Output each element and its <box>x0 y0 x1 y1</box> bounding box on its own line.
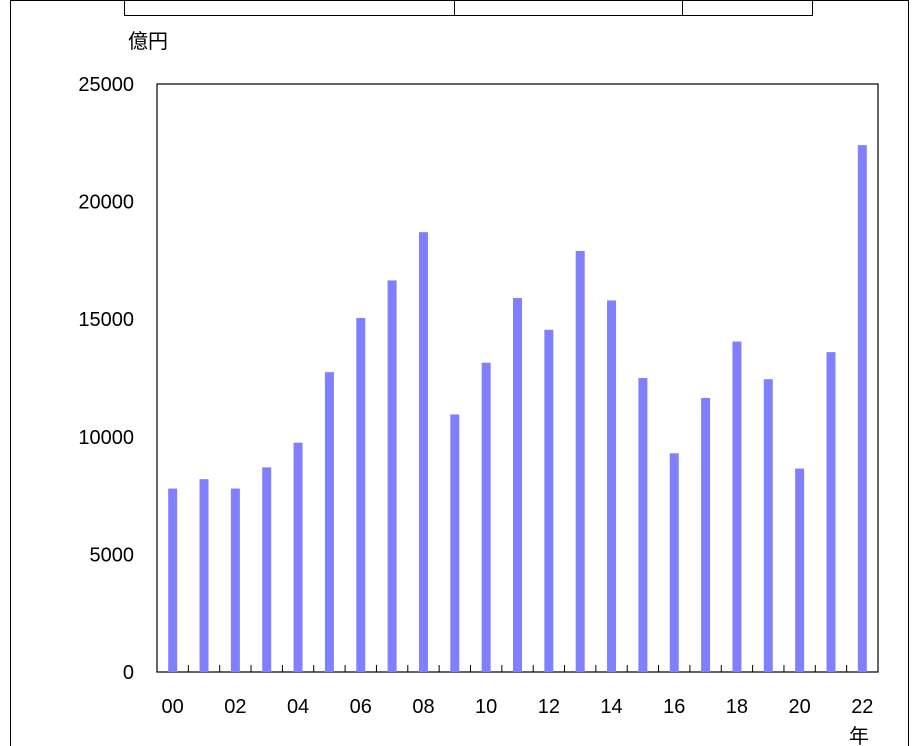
bar-13 <box>575 250 585 672</box>
header-table-cell <box>125 0 455 15</box>
y-tick-label: 10000 <box>78 427 134 449</box>
bar-12 <box>544 329 554 672</box>
x-tick-label: 10 <box>475 696 497 718</box>
x-tick-label: 02 <box>224 696 246 718</box>
bar-08 <box>418 232 428 672</box>
bar-22 <box>857 145 867 673</box>
x-tick-label: 04 <box>287 696 309 718</box>
y-tick-label: 20000 <box>78 192 134 214</box>
bar-07 <box>387 280 397 672</box>
bars-group <box>168 145 867 673</box>
chart-frame <box>10 0 909 746</box>
bar-20 <box>795 468 805 672</box>
y-axis-ticks: 0 5000 10000 15000 20000 25000 <box>78 74 134 684</box>
y-tick-label: 15000 <box>78 309 134 331</box>
bar-01 <box>199 479 209 672</box>
bar-04 <box>293 442 303 672</box>
x-tick-label: 08 <box>412 696 434 718</box>
header-table-strip <box>124 0 813 16</box>
bar-00 <box>168 488 178 672</box>
y-tick-label: 5000 <box>90 544 135 566</box>
bar-15 <box>638 378 648 672</box>
bar-09 <box>450 414 460 672</box>
x-tick-label: 20 <box>789 696 811 718</box>
x-tick-label: 14 <box>600 696 622 718</box>
bar-17 <box>701 397 711 672</box>
bar-19 <box>763 379 773 672</box>
y-tick-label: 25000 <box>78 74 134 96</box>
bar-06 <box>356 318 366 672</box>
x-tick-label: 12 <box>538 696 560 718</box>
bar-18 <box>732 341 742 672</box>
x-tick-label: 18 <box>726 696 748 718</box>
x-tick-label: 22 <box>851 696 873 718</box>
x-axis-unit-label: 年 <box>849 725 869 746</box>
x-tick-label: 06 <box>350 696 372 718</box>
x-tick-label: 16 <box>663 696 685 718</box>
header-table-cell <box>454 0 683 15</box>
bar-11 <box>513 298 522 672</box>
y-axis-unit-label: 億円 <box>128 30 168 53</box>
x-tick-label: 00 <box>162 696 184 718</box>
bar-21 <box>826 352 836 672</box>
y-tick-label: 0 <box>123 662 134 684</box>
bar-03 <box>262 467 272 672</box>
bar-14 <box>607 300 617 672</box>
bar-05 <box>324 372 334 672</box>
x-axis-ticks: 00 02 04 06 08 10 12 14 16 18 20 22 <box>162 665 873 718</box>
bar-02 <box>230 488 240 672</box>
bar-16 <box>669 453 679 672</box>
bar-10 <box>481 362 491 672</box>
